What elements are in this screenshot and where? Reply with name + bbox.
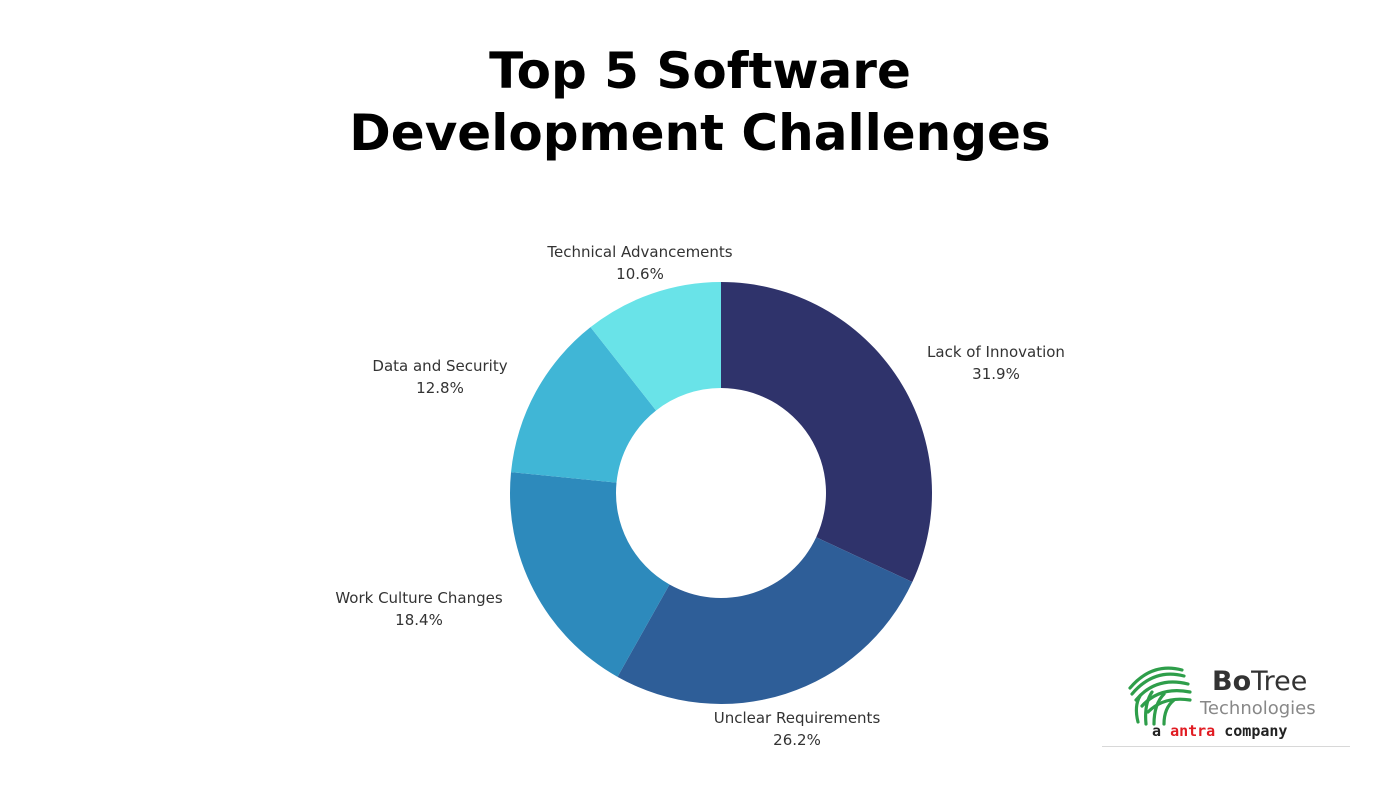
slice-label: Data and Security [372, 357, 507, 375]
donut-slice-work-culture-changes [509, 472, 670, 677]
donut-slice-unclear-requirements [617, 537, 913, 704]
slice-value-label: 12.8% [416, 379, 464, 397]
donut-slice-lack-of-innovation [721, 282, 932, 583]
slice-label: Technical Advancements [546, 243, 732, 261]
tree-leaf-icon [1128, 666, 1192, 726]
chart-title-line-1: Top 5 Software [489, 42, 911, 100]
logo-divider [1102, 746, 1350, 747]
chart-title-line-2: Development Challenges [349, 104, 1051, 162]
slice-label: Work Culture Changes [335, 589, 503, 607]
donut-slice-data-and-security [511, 327, 657, 483]
donut-slice-technical-advancements [590, 282, 721, 411]
slice-value-label: 10.6% [616, 265, 664, 283]
donut-slices [509, 282, 932, 704]
logo-tag-brand: antra [1170, 722, 1216, 740]
logo-name: BoTree [1212, 666, 1307, 697]
slice-value-label: 31.9% [972, 365, 1020, 383]
slice-value-label: 18.4% [395, 611, 443, 629]
logo-tagline: a antra company [1152, 722, 1287, 740]
botree-logo: BoTree Technologies a antra company [1100, 660, 1350, 750]
slice-label: Unclear Requirements [714, 709, 881, 727]
chart-title: Top 5 Software Development Challenges [0, 40, 1400, 164]
logo-tag-post: company [1224, 722, 1288, 740]
logo-name-bold: Bo [1212, 666, 1252, 697]
logo-subtitle: Technologies [1200, 698, 1316, 719]
logo-tag-pre: a [1152, 722, 1162, 740]
slice-value-label: 26.2% [773, 731, 821, 749]
logo-name-rest: Tree [1251, 666, 1308, 697]
slice-label: Lack of Innovation [927, 343, 1065, 361]
donut-labels: Lack of Innovation 31.9% Unclear Requireme… [335, 243, 1065, 749]
